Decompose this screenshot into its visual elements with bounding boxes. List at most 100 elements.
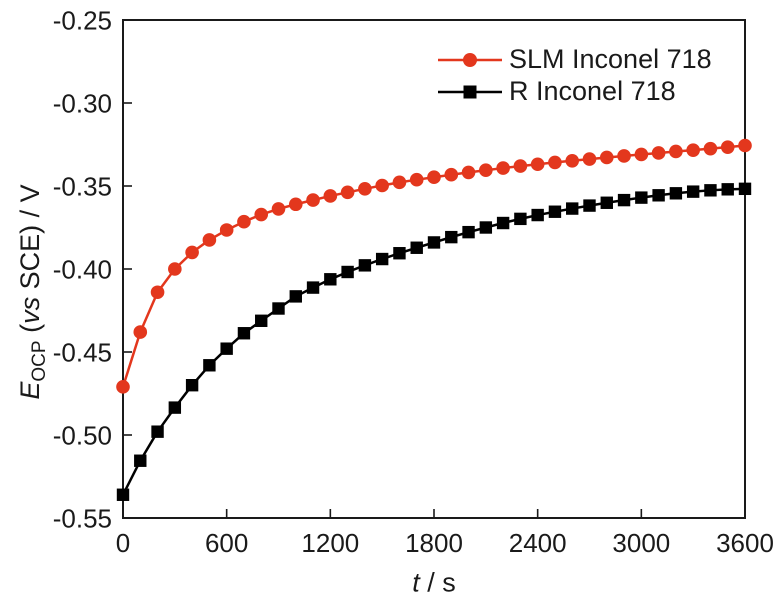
legend-label-slm-inconel-718: SLM Inconel 718 [509,43,712,74]
data-point-circle [496,161,510,175]
data-point-square [324,273,337,286]
data-point-square [686,185,700,198]
data-point-square [341,265,354,279]
data-point-circle [599,150,614,165]
data-point-square [704,184,717,197]
legend-label-r-inconel-718: R Inconel 718 [509,75,676,106]
y-tick-label: -0.45 [53,337,112,367]
x-tick-label: 1200 [301,528,359,558]
data-point-circle [479,163,493,178]
data-point-circle [565,153,580,168]
data-point-square [600,196,613,209]
data-point-circle [358,182,372,196]
data-point-square [427,236,441,249]
y-tick-label: -0.50 [53,420,112,450]
y-tick-label: -0.40 [53,254,112,284]
data-point-square [220,342,233,355]
data-point-circle [168,262,182,276]
data-point-square [358,259,372,272]
y-axis-title: EOCP (vs SCE) / V [15,184,51,399]
x-axis-rest: / s [419,567,456,598]
data-point-square [168,401,182,414]
data-point-circle [669,144,683,159]
data-point-square [635,191,648,204]
legend-square-marker-icon [463,85,477,99]
data-point-square [548,205,562,218]
legend-circle-marker-icon [463,53,477,67]
y-axis-symbol: E [15,381,45,400]
data-point-square [617,193,631,207]
data-point-circle [306,193,320,207]
y-axis-rest: SCE) / V [15,184,45,297]
data-point-circle [703,141,718,156]
data-point-circle [720,140,735,154]
data-point-circle [513,159,528,173]
data-point-square [375,252,389,266]
data-point-circle [375,178,389,193]
data-point-circle [409,172,424,187]
y-axis-vs: vs [15,296,45,324]
x-tick-label: 3600 [716,528,774,558]
data-point-square [203,359,216,372]
data-point-square [721,183,734,196]
data-point-circle [582,152,597,166]
data-point-circle [634,147,649,162]
data-point-square [652,189,665,202]
data-point-square [134,454,147,467]
data-point-square [237,327,251,340]
data-point-circle [461,165,476,180]
y-tick-label: -0.55 [53,503,112,533]
data-point-square [445,230,458,244]
data-point-square [669,187,683,200]
y-tick-label: -0.30 [53,88,112,118]
data-point-square [306,281,320,294]
data-point-square [479,221,493,234]
x-tick-label: 3000 [612,528,670,558]
data-point-circle [237,214,251,229]
x-axis-title: t / s [412,568,456,599]
data-point-circle [185,245,199,260]
data-point-square [566,202,579,215]
data-point-square [185,379,199,392]
data-point-circle [427,170,441,185]
y-axis-subscript: OCP [29,340,50,382]
data-point-circle [271,202,286,216]
x-tick-label: 1800 [405,528,463,558]
data-point-circle [738,138,752,153]
data-point-square [116,488,130,501]
data-point-circle [686,143,700,157]
data-point-square [272,302,285,315]
data-point-circle [323,189,338,203]
data-point-circle [254,207,269,222]
data-point-circle [288,197,303,212]
data-point-circle [219,223,234,237]
y-tick-label: -0.35 [53,171,112,201]
x-tick-label: 2400 [509,528,567,558]
data-point-square [151,425,164,438]
y-axis-open-paren: ( [15,323,45,341]
data-point-square [462,225,475,239]
data-point-square [738,182,752,196]
data-point-square [583,199,596,212]
data-point-square [514,212,527,226]
data-point-square [289,290,302,303]
data-point-square [531,208,544,222]
data-point-circle [548,155,562,170]
data-point-square [410,241,423,254]
data-point-circle [340,185,355,200]
data-point-square [393,247,406,260]
x-axis-symbol: t [412,567,420,598]
data-point-circle [651,146,666,160]
data-point-circle [116,380,130,394]
data-point-circle [202,233,217,247]
y-tick-label: -0.25 [53,5,112,35]
x-tick-label: 600 [205,528,248,558]
data-point-circle [530,157,545,172]
data-point-circle [617,149,631,163]
x-tick-label: 0 [116,528,130,558]
data-point-square [496,216,510,230]
data-point-circle [392,175,407,190]
data-point-circle [133,325,148,339]
